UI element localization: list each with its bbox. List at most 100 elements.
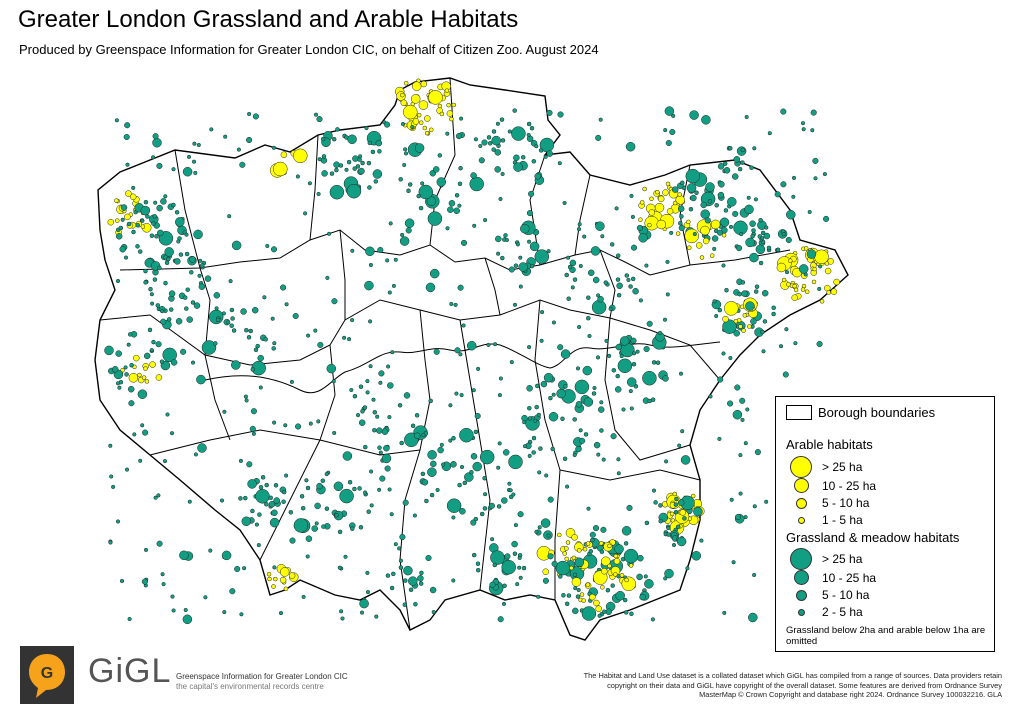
grassland-point <box>674 496 679 502</box>
grassland-point <box>630 214 635 219</box>
arable-point <box>684 228 699 244</box>
grassland-point <box>389 512 394 517</box>
grassland-point <box>690 194 697 202</box>
grassland-point <box>363 490 368 495</box>
grassland-point <box>482 506 488 511</box>
grassland-point <box>630 337 637 344</box>
grassland-point <box>248 328 253 334</box>
grassland-point <box>229 307 235 313</box>
grassland-point <box>399 440 404 446</box>
grassland-point <box>527 453 532 458</box>
grassland-point <box>535 383 540 389</box>
grassland-point <box>522 444 528 449</box>
grassland-point <box>278 611 284 616</box>
grassland-point <box>664 106 675 116</box>
grassland-point <box>413 601 418 607</box>
grassland-point <box>537 470 542 475</box>
grassland-point <box>621 407 626 412</box>
grassland-point <box>299 494 305 499</box>
grassland-point <box>305 535 313 542</box>
grassland-point <box>164 260 170 266</box>
arable-point <box>418 120 424 125</box>
grassland-point <box>377 445 382 450</box>
grassland-point <box>575 366 581 371</box>
grassland-point <box>716 229 724 236</box>
arable-point <box>742 313 748 318</box>
grassland-point <box>178 252 184 257</box>
grassland-point <box>578 428 583 433</box>
grassland-point <box>752 146 757 151</box>
grassland-point <box>176 239 181 244</box>
grassland-point <box>300 505 306 511</box>
grassland-point <box>421 432 426 437</box>
grassland-point <box>152 133 159 140</box>
grassland-point <box>155 341 162 348</box>
grassland-point <box>154 234 159 239</box>
grassland-point <box>171 202 176 208</box>
grassland-point <box>737 291 742 297</box>
grassland-point <box>381 453 392 464</box>
arable-point <box>722 315 729 323</box>
arable-point <box>638 217 643 222</box>
arable-point <box>416 112 422 118</box>
grassland-point <box>131 185 136 190</box>
grassland-point <box>377 246 384 254</box>
grassland-point <box>745 237 755 248</box>
grassland-point <box>472 223 477 228</box>
grassland-point <box>724 287 729 293</box>
grassland-point <box>153 200 158 205</box>
grassland-point <box>153 495 158 500</box>
grassland-point <box>561 593 566 598</box>
grassland-point <box>745 407 750 412</box>
legend-arable-class: 10 - 25 ha <box>822 478 877 493</box>
grassland-point <box>738 453 743 458</box>
grassland-point <box>180 348 187 355</box>
grassland-point <box>108 443 113 448</box>
grassland-point <box>664 568 674 579</box>
grassland-point <box>813 176 818 181</box>
grassland-point <box>238 496 243 501</box>
grassland-point <box>368 364 373 369</box>
grassland-point <box>273 497 280 504</box>
grassland-point <box>611 368 617 373</box>
grassland-point <box>793 341 798 346</box>
grassland-point <box>507 129 512 134</box>
arable-point <box>601 567 608 575</box>
grassland-point <box>458 352 463 357</box>
grassland-point <box>305 554 310 559</box>
grassland-point <box>152 137 162 148</box>
grassland-point <box>324 506 330 511</box>
grassland-point <box>712 246 717 251</box>
grassland-point <box>455 133 462 140</box>
grassland-point <box>643 574 648 579</box>
grassland-point <box>393 542 398 547</box>
grassland-point <box>626 504 633 511</box>
arable-point <box>411 81 422 91</box>
grassland-point <box>486 342 491 347</box>
grassland-point <box>513 162 523 172</box>
grassland-point <box>400 121 406 127</box>
grassland-point <box>152 277 158 282</box>
grassland-point <box>497 441 502 446</box>
grassland-point <box>418 205 424 211</box>
grassland-point <box>393 257 398 262</box>
grassland-point <box>536 412 541 417</box>
grassland-point <box>586 315 591 321</box>
grassland-point <box>572 607 579 615</box>
grassland-point <box>604 338 609 343</box>
grassland-point <box>694 190 699 195</box>
grassland-point <box>281 489 287 495</box>
copyright-notice: The Habitat and Land Use dataset is a co… <box>583 671 1002 699</box>
grassland-point <box>623 541 629 546</box>
arable-point <box>451 102 457 108</box>
grassland-swatch-s <box>797 608 805 616</box>
arable-point <box>288 572 296 579</box>
grassland-point <box>488 502 495 509</box>
grassland-point <box>453 207 460 215</box>
grassland-point <box>179 550 189 561</box>
grassland-point <box>717 191 725 199</box>
arable-point <box>624 577 629 583</box>
grassland-point <box>143 280 148 285</box>
grassland-point <box>222 409 227 414</box>
grassland-point <box>263 337 268 342</box>
